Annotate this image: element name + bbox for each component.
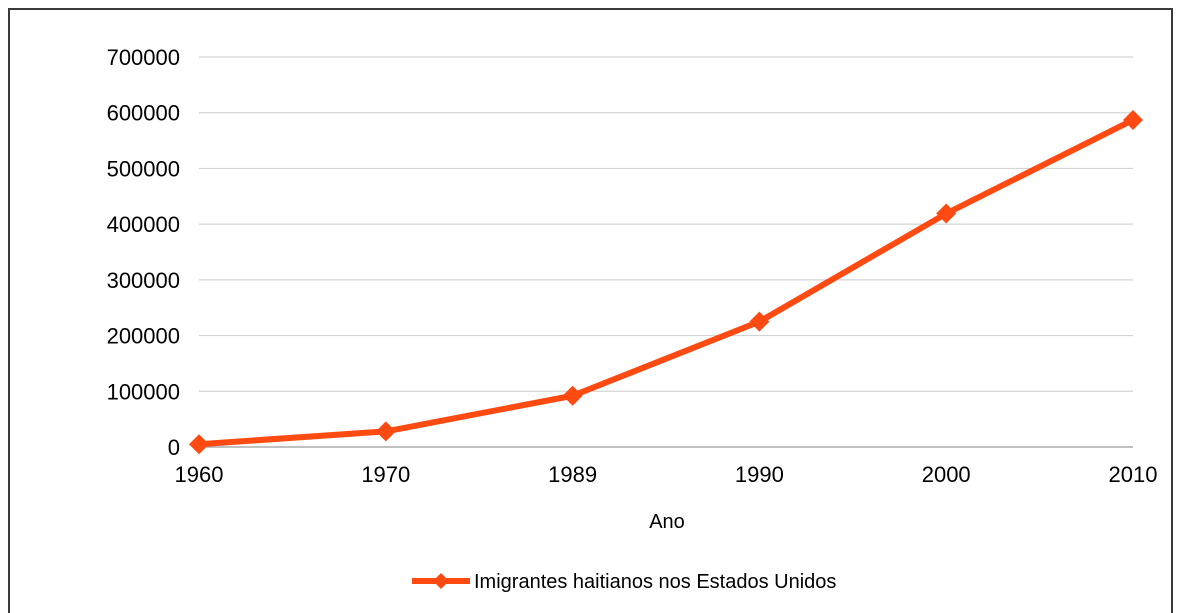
series-line-0 [198, 117, 1135, 448]
legend-label: Imigrantes haitianos nos Estados Unidos [474, 571, 836, 593]
y-tick-label: 400000 [107, 212, 180, 237]
data-point-marker [562, 385, 583, 406]
x-tick-label: 2010 [1109, 462, 1158, 487]
legend-swatch-marker [433, 573, 449, 589]
gridlines [199, 56, 1133, 448]
x-tick-label: 1970 [361, 462, 410, 487]
x-tick-label: 1989 [548, 462, 597, 487]
x-tick-label: 1960 [175, 462, 224, 487]
y-tick-label: 500000 [107, 156, 180, 181]
y-tick-label: 700000 [107, 45, 180, 70]
legend: Imigrantes haitianos nos Estados Unidos [412, 571, 836, 593]
y-tick-labels: 0 100000 200000 300000 400000 500000 600000 700… [107, 45, 180, 460]
data-point-marker [749, 311, 770, 332]
series-lines [198, 117, 1135, 448]
data-point-marker [189, 434, 209, 455]
y-tick-label: 300000 [107, 268, 180, 293]
series-markers [189, 109, 1143, 455]
y-tick-label: 100000 [107, 379, 180, 404]
x-tick-label: 2000 [922, 462, 971, 487]
y-tick-label: 600000 [107, 101, 180, 126]
data-point-marker [1123, 109, 1143, 130]
data-point-marker [375, 421, 396, 442]
chart-frame [8, 8, 1173, 613]
x-tick-label: 1990 [735, 462, 784, 487]
data-point-marker [936, 203, 957, 224]
x-axis-title: Ano [649, 511, 685, 533]
x-tick-labels: 1960 1970 1989 1990 2000 2010 [175, 462, 1158, 487]
y-tick-label: 200000 [107, 324, 180, 349]
y-tick-label: 0 [168, 435, 180, 460]
